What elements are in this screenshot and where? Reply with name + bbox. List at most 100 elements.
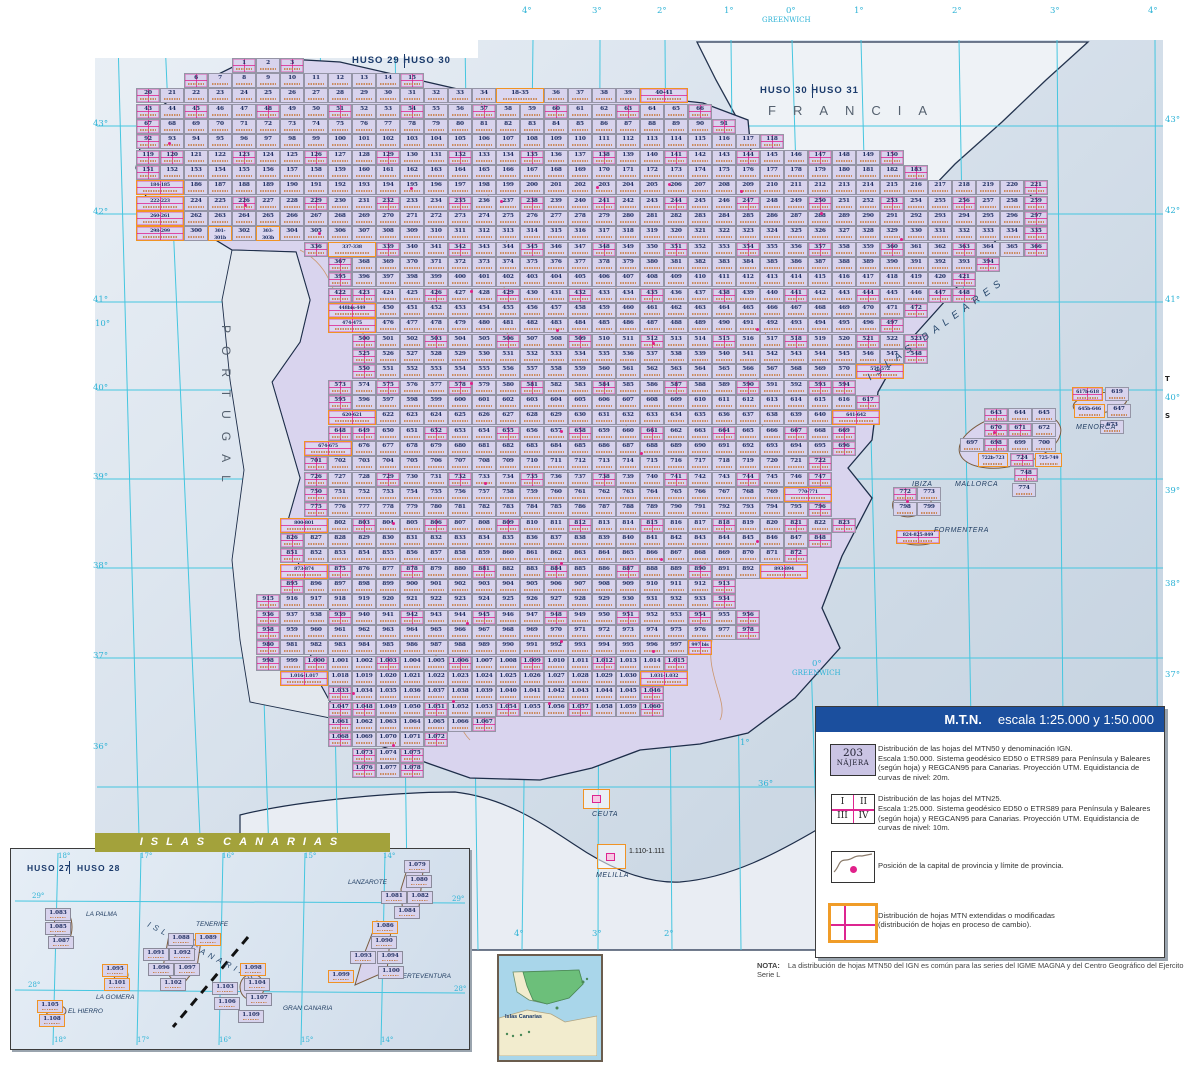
sheet-name-microtext (548, 236, 564, 238)
sheet-name-microtext (428, 374, 444, 376)
mtn-sheet-cell: 1.031-1.032 (640, 671, 688, 687)
sheet-name-microtext (452, 175, 468, 177)
sheet-number: 159 (334, 167, 346, 173)
sheet-number: 1.072 (427, 734, 445, 740)
mtn-sheet-cell: 43 (136, 104, 160, 120)
sheet-name-microtext (452, 543, 468, 545)
mtn-sheet-cell: 711 (544, 456, 568, 472)
sheet-name-microtext (524, 635, 540, 637)
mtn-sheet-cell: 817 (688, 518, 712, 534)
mtn-sheet-cell: 729 (376, 472, 400, 488)
sheet-name-microtext (692, 129, 708, 131)
mtn-sheet-cell: 341 (424, 242, 448, 258)
sheet-name-microtext (428, 129, 444, 131)
sheet-number: 341 (430, 244, 442, 250)
sheet-name-microtext (380, 635, 396, 637)
sheet-number: 1.057 (571, 704, 589, 710)
sheet-name-microtext (260, 129, 276, 131)
sheet-number: 414 (790, 274, 802, 280)
sheet-name-microtext (884, 313, 900, 315)
sheet-name-microtext (956, 190, 972, 192)
sheet-name-microtext (692, 604, 708, 606)
mtn-sheet-cell: 981 (280, 640, 304, 656)
sheet-name-microtext (356, 512, 372, 514)
mtn-sheet-cell: 703 (352, 456, 376, 472)
alboran-mtn25-mark (591, 794, 601, 803)
sheet-name-microtext (380, 420, 396, 422)
mtn-sheet-cell: 1.054 (496, 702, 520, 718)
mtn-sheet-cell: 415 (808, 272, 832, 288)
mtn-sheet-cell: 356 (784, 242, 808, 258)
mtn-sheet-cell: 908 (592, 579, 616, 595)
sheet-number: 585 (622, 382, 634, 388)
mtn-sheet-cell: 861 (520, 548, 544, 564)
sheet-name-microtext (476, 589, 492, 591)
mtn-sheet-cell: 188 (232, 180, 256, 196)
sheet-name-microtext (860, 221, 876, 223)
mtn-sheet-cell: 454 (472, 303, 496, 319)
mtn-sheet-cell: 467 (784, 303, 808, 319)
sheet-number: 823 (838, 520, 850, 526)
sheet-name-microtext (764, 236, 780, 238)
sheet-name-microtext (452, 436, 468, 438)
mtn-sheet-cell: 770-771 (784, 487, 832, 503)
sheet-name-microtext (524, 359, 540, 361)
mtn-sheet-cell: 833 (448, 533, 472, 549)
sheet-number: 332 (958, 228, 970, 234)
sheet-name-microtext (764, 282, 780, 284)
mtn-sheet-cell: 655 (496, 426, 520, 442)
mtn-sheet-cell: 367 (328, 257, 352, 273)
sheet-number: 648 (334, 428, 346, 434)
locator-islas-canarias-label: Islas Canarias (505, 1014, 542, 1020)
sheet-number: 824-825-849 (902, 533, 934, 538)
sheet-number: 1.010 (547, 658, 565, 664)
canarias-graticule-label: 14° (383, 852, 396, 860)
sheet-number: 10 (288, 75, 296, 81)
mtn-sheet-cell: 58 (496, 104, 520, 120)
sheet-number: 306 (334, 228, 346, 234)
sheet-name-microtext (428, 221, 444, 223)
mtn-sheet-cell: 983 (328, 640, 352, 656)
sheet-name-microtext (788, 282, 804, 284)
mtn-sheet-cell: 457 (544, 303, 568, 319)
mtn-sheet-cell: 814 (616, 518, 640, 534)
canarias-island-label: LA GOMERA (96, 994, 135, 1001)
huso-27-label: HUSO 27 (27, 863, 71, 873)
mtn-sheet-cell: 716 (664, 456, 688, 472)
mtn-sheet-cell: 166 (496, 165, 520, 181)
sheet-name-microtext (356, 558, 372, 560)
mtn-sheet-cell: 927 (544, 594, 568, 610)
mtn-sheet-cell: 674-675 (304, 441, 352, 457)
sheet-name-microtext (452, 420, 468, 422)
sheet-number: 769 (766, 489, 778, 495)
sheet-number: 819 (742, 520, 754, 526)
sheet-number: 300 (190, 228, 202, 234)
sheet-number: 515 (718, 336, 730, 342)
mtn-sheet-cell: 256 (952, 196, 976, 212)
mtn-sheet-cell: 1.030 (616, 671, 640, 687)
sheet-number: 1.068 (331, 734, 349, 740)
sheet-name-microtext (692, 482, 708, 484)
mtn-sheet-cell: 871 (760, 548, 784, 564)
sheet-name-microtext (620, 98, 636, 100)
mtn-sheet-cell: 864 (592, 548, 616, 564)
sheet-name-microtext (692, 236, 708, 238)
mtn-sheet-cell: 558 (544, 364, 568, 380)
mtn-sheet-cell: 221 (1024, 180, 1048, 196)
sheet-name-microtext (188, 98, 204, 100)
mtn-sheet-cell: 594 (832, 380, 856, 396)
sheet-number: 259 (1030, 198, 1042, 204)
mtn-sheet-cell: 746 (784, 472, 808, 488)
sheet-name-microtext (1016, 493, 1032, 495)
mtn-sheet-cell: 574 (352, 380, 376, 396)
sheet-number: 435 (646, 290, 658, 296)
sheet-number: 92 (144, 136, 152, 142)
sheet-number: 808 (478, 520, 490, 526)
mtn-sheet-cell: 428 (472, 288, 496, 304)
sheet-name-microtext (980, 267, 996, 269)
mtn-sheet-cell: 585 (616, 380, 640, 396)
sheet-name-microtext (380, 543, 396, 545)
sheet-name-microtext (380, 528, 396, 530)
mtn-sheet-cell: 819 (736, 518, 760, 534)
sheet-number: 665 (742, 428, 754, 434)
